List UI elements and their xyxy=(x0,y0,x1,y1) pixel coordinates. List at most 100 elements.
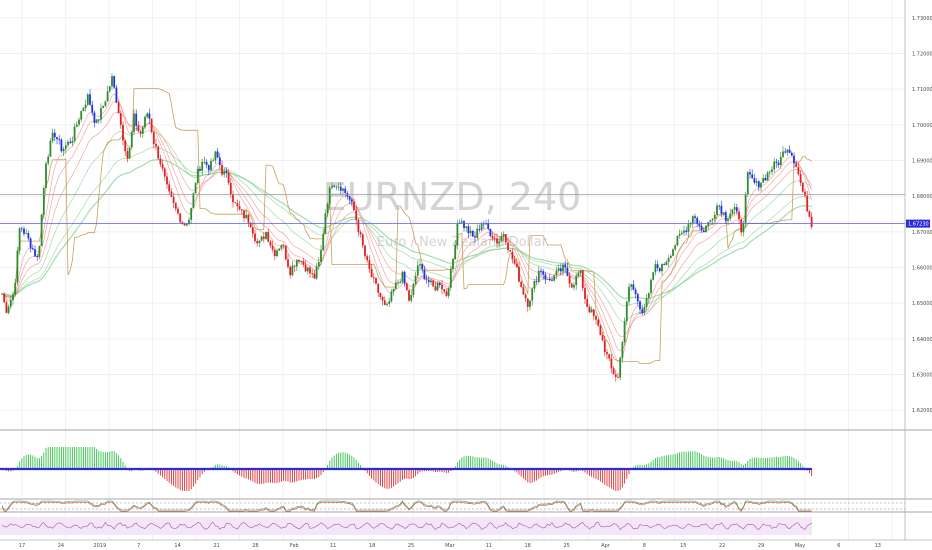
candle-body xyxy=(300,261,303,263)
candle-body xyxy=(476,228,479,238)
candle-body xyxy=(89,94,91,105)
candle-body xyxy=(73,126,76,141)
candle-body xyxy=(199,168,201,171)
candle-body xyxy=(108,86,111,92)
candle-body xyxy=(667,258,670,262)
candle-body xyxy=(680,232,683,235)
candle-body xyxy=(159,158,162,165)
candle-body xyxy=(80,111,83,120)
candle-body xyxy=(56,137,58,140)
candle-body xyxy=(163,168,166,177)
candle-body xyxy=(135,113,138,126)
time-tick-label: 18 xyxy=(369,543,375,549)
candle-body xyxy=(117,102,120,114)
kijun-path xyxy=(1,88,812,364)
time-tick-label: 11 xyxy=(486,543,492,549)
candle-body xyxy=(29,238,32,249)
candle-body xyxy=(82,108,85,112)
candle-body xyxy=(738,211,740,220)
candle-body xyxy=(161,164,164,169)
candle-body xyxy=(513,259,516,264)
candle-body xyxy=(364,245,366,257)
candle-body xyxy=(617,376,619,378)
candle-body xyxy=(304,264,307,272)
candle-body xyxy=(509,250,512,252)
candle-body xyxy=(445,291,448,296)
candle-body xyxy=(427,280,430,283)
time-tick-label: 21 xyxy=(213,543,219,549)
candle-body xyxy=(663,264,666,265)
time-tick-label: 15 xyxy=(680,543,686,549)
candle-body xyxy=(119,113,122,125)
candle-body xyxy=(500,236,503,242)
candle-body xyxy=(141,127,144,134)
candle-body xyxy=(599,325,602,336)
candle-body xyxy=(777,162,780,165)
candle-body xyxy=(359,232,362,235)
candle-body xyxy=(9,300,12,307)
candle-body xyxy=(799,174,802,183)
candle-body xyxy=(471,230,474,237)
candle-body xyxy=(95,119,98,123)
candle-body xyxy=(463,221,465,228)
candle-body xyxy=(86,94,89,105)
candle-body xyxy=(608,354,611,359)
candle-body xyxy=(276,250,278,257)
candle-body xyxy=(335,186,338,188)
candle-body xyxy=(654,264,657,273)
candle-body xyxy=(526,298,529,307)
candle-body xyxy=(280,245,283,249)
price-tick-label: 1.68000 xyxy=(912,194,932,200)
candle-body xyxy=(511,251,514,260)
candle-body xyxy=(729,213,732,219)
candle-body xyxy=(645,298,648,308)
candle-body xyxy=(458,222,461,224)
candle-body xyxy=(456,223,459,246)
candle-body xyxy=(97,119,100,121)
candle-body xyxy=(570,283,573,288)
candle-body xyxy=(588,306,591,313)
candle-body xyxy=(71,140,74,143)
watermark-symbol: EURNZD, 240 xyxy=(323,175,582,219)
candle-body xyxy=(150,118,153,132)
candle-body xyxy=(496,238,498,244)
candle-body xyxy=(465,226,468,228)
candle-body xyxy=(795,163,798,168)
candle-body xyxy=(381,297,384,301)
candle-body xyxy=(441,284,443,290)
price-tick-label: 1.70000 xyxy=(912,123,932,129)
time-tick-label: 6 xyxy=(837,543,840,549)
time-axis[interactable]: 17 24 2019 7 14 21 28 Feb 11 18 25 Mar 11 18 25 Apr 8 15 2… xyxy=(19,543,881,549)
candle-body xyxy=(64,145,67,149)
candle-body xyxy=(14,282,17,295)
candle-body xyxy=(366,256,369,261)
horizontal-lines[interactable] xyxy=(0,193,905,225)
candle-body xyxy=(553,275,556,281)
candle-body xyxy=(223,171,226,175)
candle-body xyxy=(537,270,540,282)
candle-body xyxy=(786,149,789,153)
candle-body xyxy=(361,234,364,246)
candle-body xyxy=(67,141,69,146)
candle-body xyxy=(790,152,793,156)
candle-body xyxy=(218,157,221,165)
candle-body xyxy=(691,216,694,224)
candle-body xyxy=(524,294,527,299)
candle-body xyxy=(194,183,197,194)
candle-body xyxy=(372,277,375,279)
candle-body xyxy=(436,283,439,291)
candle-body xyxy=(806,195,809,212)
candle-body xyxy=(146,113,149,117)
candle-body xyxy=(533,281,536,289)
time-tick-label: 14 xyxy=(174,543,180,549)
candle-body xyxy=(339,186,342,191)
candle-body xyxy=(531,288,534,301)
candle-body xyxy=(656,264,659,269)
last-price-label: 1.67230 xyxy=(908,222,929,228)
candle-body xyxy=(196,168,199,184)
candle-body xyxy=(394,282,397,289)
time-tick-label: Feb xyxy=(290,543,299,549)
candle-body xyxy=(793,155,795,164)
